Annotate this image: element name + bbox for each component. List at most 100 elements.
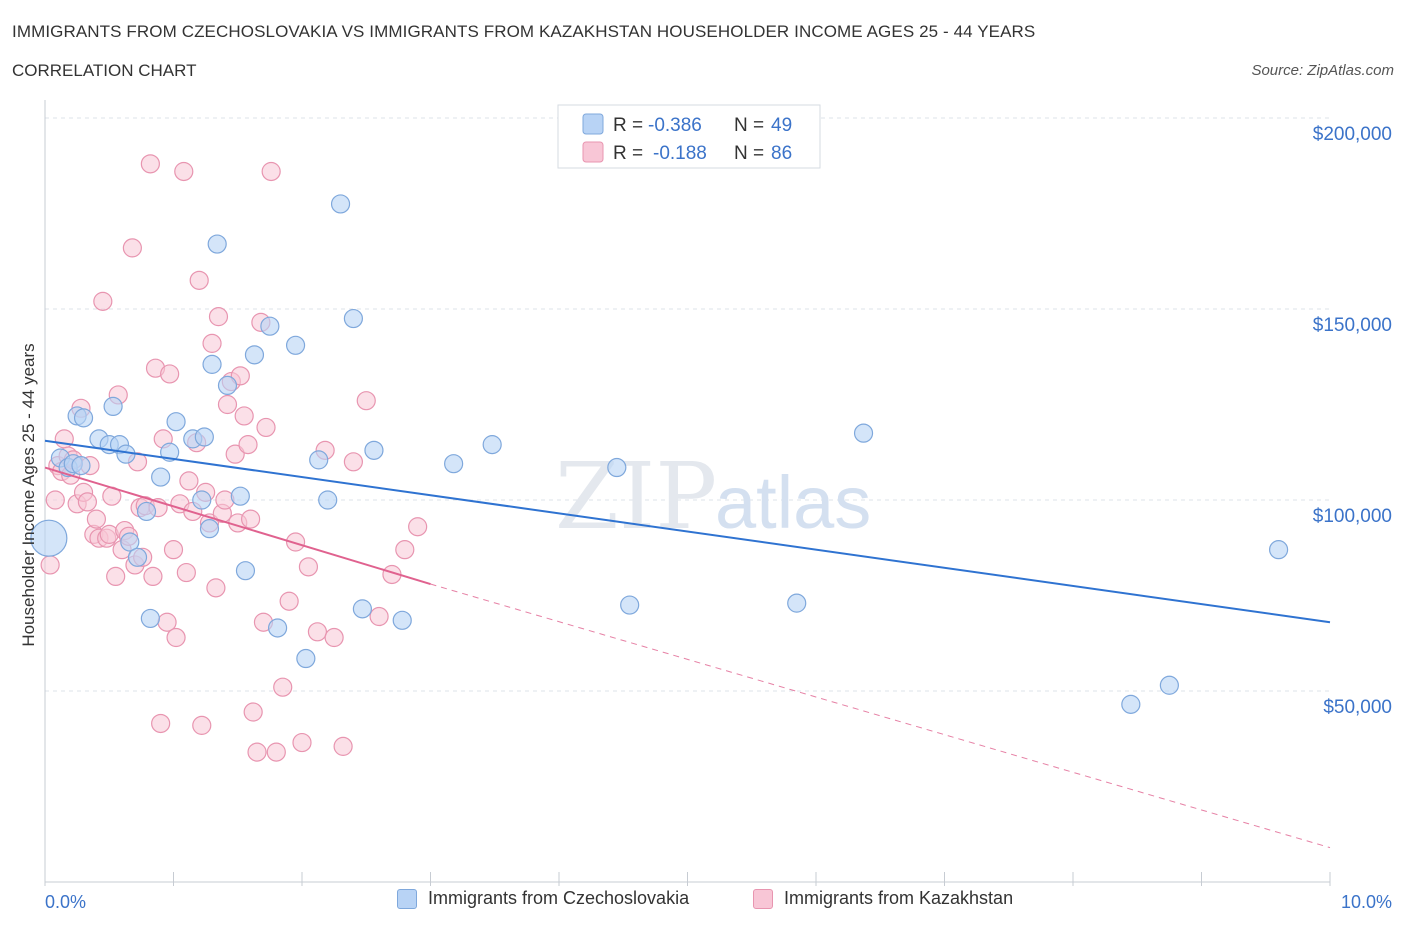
legend-swatch-czechoslovakia <box>582 113 604 135</box>
data-point-czechoslovakia <box>166 412 186 432</box>
data-point-czechoslovakia <box>330 194 351 214</box>
data-point-czechoslovakia <box>296 648 316 669</box>
data-point-kazakhstan <box>122 238 142 258</box>
data-point-kazakhstan <box>266 742 286 762</box>
data-point-kazakhstan <box>143 566 163 587</box>
data-point-kazakhstan <box>279 591 299 611</box>
data-point-kazakhstan <box>93 291 113 311</box>
data-point-kazakhstan <box>408 517 428 537</box>
y-tick-label: $100,000 <box>1313 506 1392 527</box>
data-point-czechoslovakia <box>267 618 288 638</box>
data-point-kazakhstan <box>307 622 328 642</box>
data-point-kazakhstan <box>234 406 254 426</box>
data-point-kazakhstan <box>230 366 250 386</box>
chart-title: IMMIGRANTS FROM CZECHOSLOVAKIA VS IMMIGR… <box>12 22 1036 41</box>
data-point-kazakhstan <box>256 417 276 438</box>
trend-line-kazakhstan <box>44 466 431 585</box>
data-point-kazakhstan <box>176 562 196 583</box>
data-point-kazakhstan <box>243 702 263 722</box>
data-point-kazakhstan <box>241 509 261 529</box>
legend-label-czechoslovakia: Immigrants from Czechoslovakia <box>428 888 690 908</box>
data-point-kazakhstan <box>163 540 184 560</box>
data-point-kazakhstan <box>160 364 180 384</box>
data-point-czechoslovakia <box>194 427 214 447</box>
data-point-czechoslovakia <box>787 593 807 613</box>
czechoslovakia-points <box>30 194 1289 714</box>
data-point-kazakhstan <box>189 270 209 290</box>
data-point-kazakhstan <box>202 333 222 353</box>
data-point-kazakhstan <box>285 532 306 552</box>
x-tick-label: 0.0% <box>45 892 86 912</box>
data-point-kazakhstan <box>238 435 258 455</box>
data-point-czechoslovakia <box>71 456 91 476</box>
data-point-kazakhstan <box>208 307 229 327</box>
data-point-kazakhstan <box>192 715 212 735</box>
legend-r-value: -0.188 <box>653 143 707 164</box>
data-point-czechoslovakia <box>199 519 220 539</box>
legend-item-czechoslovakia[interactable]: Immigrants from Czechoslovakia <box>397 888 689 909</box>
data-point-kazakhstan <box>356 391 376 411</box>
data-point-czechoslovakia <box>217 375 238 395</box>
data-point-kazakhstan <box>369 606 389 627</box>
legend-n-label: N = <box>734 143 764 164</box>
legend-r-label: R = <box>613 143 643 164</box>
data-point-kazakhstan <box>174 161 194 182</box>
data-point-kazakhstan <box>333 736 353 756</box>
data-point-kazakhstan <box>166 627 186 648</box>
data-point-czechoslovakia <box>364 440 384 460</box>
grid-lines <box>45 117 1330 692</box>
axes <box>44 100 1331 886</box>
data-point-kazakhstan <box>395 540 415 560</box>
data-point-kazakhstan <box>298 557 319 577</box>
data-point-czechoslovakia <box>1159 675 1179 695</box>
data-point-czechoslovakia <box>103 396 123 417</box>
data-point-kazakhstan <box>273 677 293 697</box>
data-point-kazakhstan <box>86 509 107 529</box>
trend-extension-kazakhstan <box>430 583 1331 849</box>
data-point-kazakhstan <box>106 566 126 587</box>
data-point-kazakhstan <box>140 154 160 174</box>
data-point-czechoslovakia <box>192 490 212 510</box>
data-point-czechoslovakia <box>136 501 157 522</box>
data-point-czechoslovakia <box>230 486 250 506</box>
data-point-czechoslovakia <box>1268 540 1289 560</box>
data-point-kazakhstan <box>45 490 65 510</box>
data-point-czechoslovakia <box>1121 694 1141 714</box>
watermark-zip: ZIP <box>555 443 717 550</box>
data-point-kazakhstan <box>343 452 363 472</box>
data-point-czechoslovakia <box>30 519 68 557</box>
legend-n-value: 49 <box>771 115 792 136</box>
watermark-atlas: atlas <box>715 461 871 544</box>
data-point-czechoslovakia <box>620 595 640 615</box>
legend-top: R = -0.386 N = 49 R = -0.188 N = 86 <box>557 104 821 169</box>
y-axis-label: Householder Income Ages 25 - 44 years <box>19 343 38 646</box>
chart-subtitle: CORRELATION CHART <box>12 61 197 80</box>
legend-r-value: -0.386 <box>648 115 702 136</box>
data-point-kazakhstan <box>247 742 267 762</box>
trend-lines <box>44 439 1331 849</box>
data-point-czechoslovakia <box>607 457 627 478</box>
source-label: Source: ZipAtlas.com <box>1251 62 1394 79</box>
data-point-czechoslovakia <box>73 408 94 428</box>
data-point-czechoslovakia <box>120 532 140 552</box>
data-point-czechoslovakia <box>202 354 222 374</box>
legend-n-label: N = <box>734 115 764 136</box>
data-point-kazakhstan <box>179 471 199 491</box>
data-point-kazakhstan <box>151 713 171 734</box>
data-point-kazakhstan <box>225 444 245 464</box>
data-point-kazakhstan <box>261 161 281 182</box>
tick-labels: $50,000 $100,000 $150,000 $200,000 0.0% 10.0% <box>45 124 1392 912</box>
data-point-kazakhstan <box>40 555 60 575</box>
data-point-kazakhstan <box>217 394 238 415</box>
data-point-kazakhstan <box>292 732 312 753</box>
legend-swatch-czechoslovakia <box>397 888 417 909</box>
y-tick-label: $200,000 <box>1313 124 1392 145</box>
data-point-czechoslovakia <box>482 435 502 455</box>
data-point-czechoslovakia <box>116 444 136 464</box>
legend-r-label: R = <box>613 115 643 136</box>
legend-item-kazakhstan[interactable]: Immigrants from Kazakhstan <box>753 888 1013 909</box>
data-point-kazakhstan <box>324 627 344 648</box>
data-point-czechoslovakia <box>285 335 306 355</box>
data-point-czechoslovakia <box>207 234 227 254</box>
legend-bottom: Immigrants from Czechoslovakia Immigrant… <box>0 888 1406 916</box>
